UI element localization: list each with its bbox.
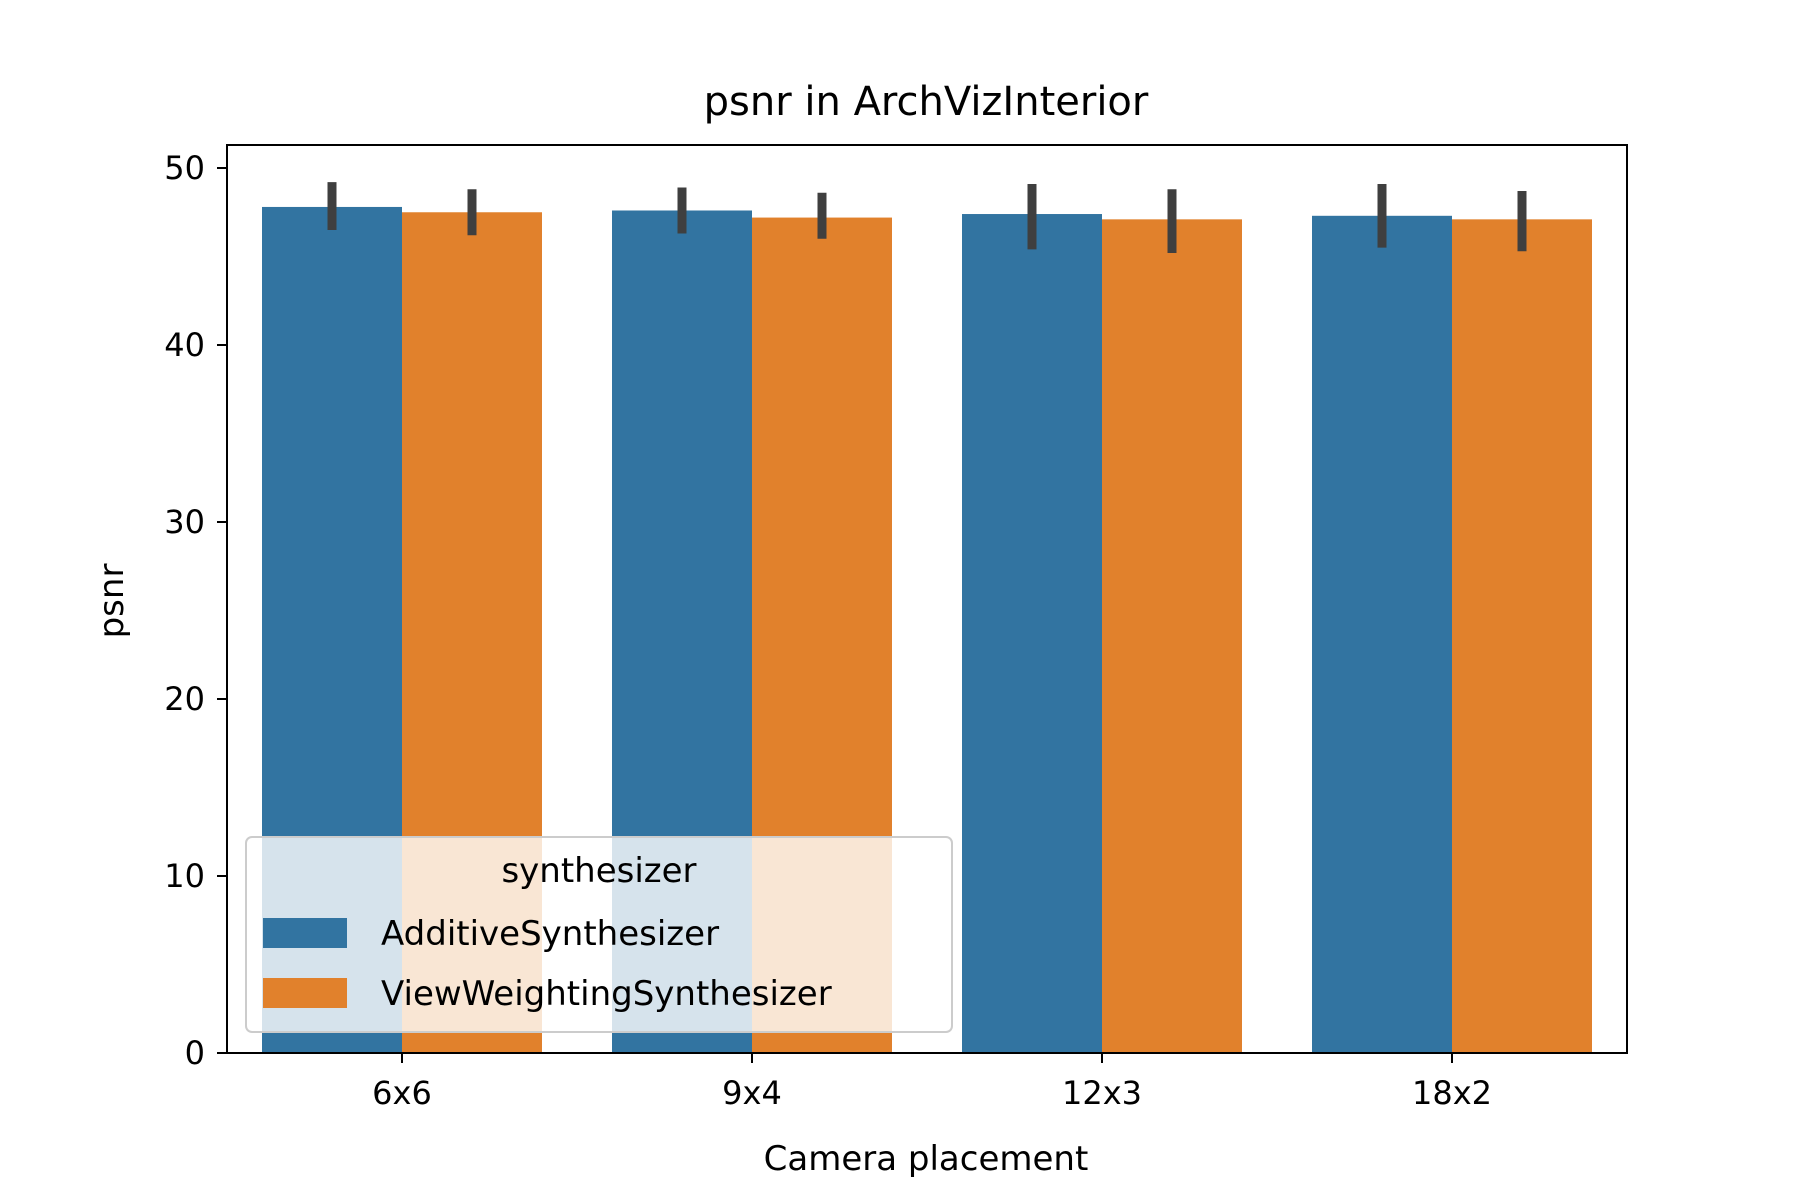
x-axis-label: Camera placement [764, 1139, 1089, 1179]
y-axis: 0 10 20 30 40 50 [164, 149, 227, 1072]
legend-title: synthesizer [501, 851, 696, 891]
legend-swatch-additive [263, 918, 347, 948]
legend-label-viewweighting: ViewWeightingSynthesizer [381, 974, 832, 1014]
x-tick-label-6x6: 6x6 [372, 1074, 432, 1112]
y-tick-label-0: 0 [185, 1034, 205, 1072]
bar-18x2-AdditiveSynthesizer [1312, 215, 1452, 1054]
y-tick-label-10: 10 [164, 857, 205, 895]
x-tick-label-18x2: 18x2 [1412, 1074, 1492, 1112]
y-tick-label-40: 40 [164, 326, 205, 364]
legend-label-additive: AdditiveSynthesizer [381, 914, 719, 954]
y-tick-label-20: 20 [164, 680, 205, 718]
bar-12x3-AdditiveSynthesizer [962, 214, 1102, 1053]
error-bars-layer [327, 182, 1527, 253]
x-axis: 6x6 9x4 12x3 18x2 [372, 1053, 1492, 1112]
bar-18x2-ViewWeightingSynthesizer [1452, 219, 1592, 1054]
legend-box [245, 836, 953, 1033]
y-axis-label: psnr [92, 564, 132, 639]
x-tick-label-9x4: 9x4 [722, 1074, 782, 1112]
y-tick-label-50: 50 [164, 149, 205, 187]
plot-frame [226, 144, 1628, 1054]
y-tick-label-30: 30 [164, 503, 205, 541]
legend-swatch-viewweighting [263, 978, 347, 1008]
x-tick-label-12x3: 12x3 [1062, 1074, 1142, 1112]
chart-title: psnr in ArchVizInterior [704, 79, 1149, 125]
bar-12x3-ViewWeightingSynthesizer [1102, 219, 1242, 1054]
legend: synthesizer AdditiveSynthesizer ViewWeig… [245, 836, 953, 1033]
